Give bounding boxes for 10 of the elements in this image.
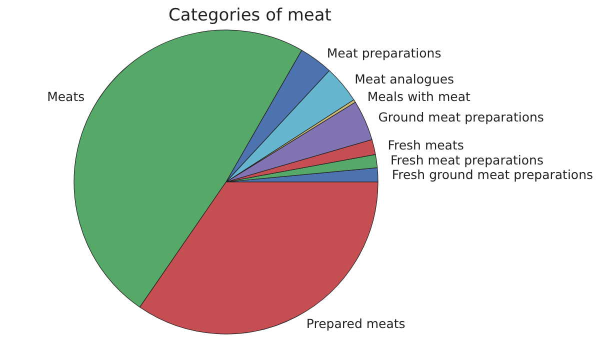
slice-label: Fresh meats xyxy=(388,138,464,153)
slice-label: Ground meat preparations xyxy=(378,110,544,125)
slice-label: Meat analogues xyxy=(354,72,454,87)
slice-label: Fresh meat preparations xyxy=(390,152,544,168)
slice-label: Prepared meats xyxy=(306,316,406,332)
chart-title: Categories of meat xyxy=(168,6,332,26)
slice-label: Meals with meat xyxy=(367,89,470,104)
slice-label: Meats xyxy=(47,89,85,104)
slice-label: Meat preparations xyxy=(326,46,442,61)
slice-label: Fresh ground meat preparations xyxy=(392,166,594,182)
